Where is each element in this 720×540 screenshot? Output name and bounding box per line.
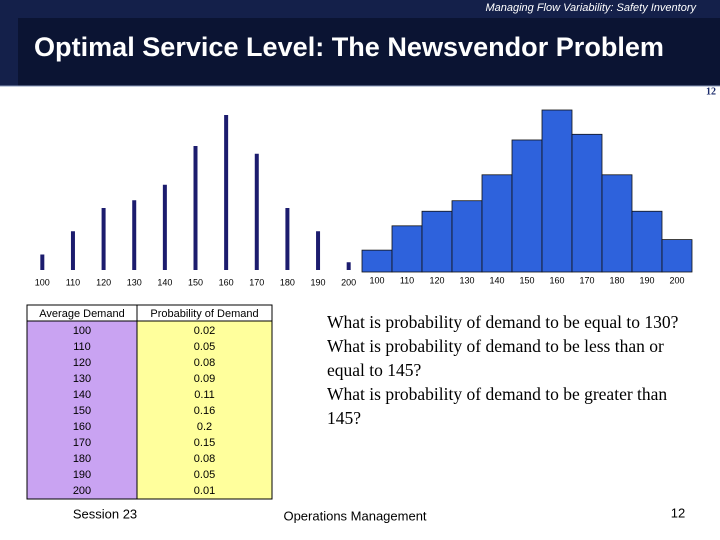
table-header: Probability of Demand <box>150 308 258 320</box>
header-text: Managing Flow Variability: Safety Invent… <box>485 2 697 14</box>
stem <box>346 262 351 270</box>
table-border <box>26 304 273 500</box>
table-col-2 <box>137 321 272 499</box>
table-cell: 0.08 <box>194 357 215 369</box>
table-col-1 <box>27 321 137 499</box>
x-tick-label: 130 <box>127 277 142 287</box>
question: What is probability of demand to be equa… <box>327 312 679 332</box>
table-cell: 110 <box>73 341 91 353</box>
question: What is probability of demand to be grea… <box>327 384 668 428</box>
slide-title: Optimal Service Level: The Newsvendor Pr… <box>34 32 664 62</box>
stem <box>193 146 198 270</box>
table-cell: 0.2 <box>197 421 212 433</box>
bar <box>481 174 513 273</box>
stem <box>101 208 106 270</box>
table-cell: 0.09 <box>194 373 215 385</box>
table-header: Average Demand <box>39 308 124 320</box>
x-tick-label: 190 <box>639 275 654 285</box>
table-cell: 0.16 <box>194 405 215 417</box>
footer-left: Session 23 <box>73 506 137 521</box>
bar <box>361 249 393 273</box>
x-tick-label: 160 <box>549 275 564 285</box>
x-tick-label: 180 <box>609 275 624 285</box>
table-cell: 130 <box>73 373 91 385</box>
x-tick-label: 190 <box>311 277 326 287</box>
bar <box>421 210 453 273</box>
table-cell: 0.15 <box>194 437 215 449</box>
footer-center: Operations Management <box>283 508 426 523</box>
questions: What is probability of demand to be equa… <box>327 310 699 430</box>
table-cell: 0.05 <box>194 469 215 481</box>
table-cell: 120 <box>73 357 91 369</box>
table-cell: 140 <box>73 389 91 401</box>
table-cell: 100 <box>73 325 91 337</box>
bar <box>661 239 693 273</box>
x-tick-label: 150 <box>519 275 534 285</box>
x-tick-label: 170 <box>579 275 594 285</box>
x-tick-label: 170 <box>249 277 264 287</box>
table-cell: 180 <box>73 453 91 465</box>
x-tick-label: 120 <box>429 275 444 285</box>
x-tick-label: 180 <box>280 277 295 287</box>
table-cell: 0.05 <box>194 341 215 353</box>
x-tick-label: 100 <box>369 275 384 285</box>
question: What is probability of demand to be less… <box>327 336 664 380</box>
table-cell: 0.08 <box>194 453 215 465</box>
title-band <box>18 18 720 86</box>
slide-number: 12 <box>706 86 716 97</box>
table-cell: 190 <box>73 469 91 481</box>
x-tick-label: 200 <box>669 275 684 285</box>
stem <box>254 153 259 270</box>
table-cell: 150 <box>73 405 91 417</box>
stem <box>132 200 137 270</box>
x-tick-label: 110 <box>66 277 80 287</box>
x-tick-label: 140 <box>489 275 504 285</box>
table-cell: 160 <box>73 421 91 433</box>
stem <box>285 208 290 270</box>
table-cell: 200 <box>73 485 91 497</box>
footer-right: 12 <box>671 505 685 520</box>
bar <box>571 133 603 273</box>
x-tick-label: 130 <box>459 275 474 285</box>
table-cell: 0.02 <box>194 325 215 337</box>
stem <box>70 231 75 270</box>
table-cell: 170 <box>73 437 91 449</box>
x-tick-label: 150 <box>188 277 203 287</box>
table-cell: 0.11 <box>194 389 215 401</box>
x-tick-label: 110 <box>400 275 414 285</box>
bar <box>541 109 573 273</box>
stem <box>224 115 229 270</box>
x-tick-label: 100 <box>35 277 50 287</box>
bar <box>511 139 543 273</box>
x-tick-label: 160 <box>219 277 234 287</box>
table-cell: 0.01 <box>194 485 215 497</box>
bar <box>631 210 663 273</box>
bar <box>601 174 633 273</box>
stem <box>316 231 321 270</box>
x-tick-label: 200 <box>341 277 356 287</box>
bar <box>451 200 483 273</box>
x-tick-label: 140 <box>157 277 172 287</box>
stem <box>162 184 167 270</box>
x-tick-label: 120 <box>96 277 111 287</box>
stem <box>40 254 45 270</box>
bar <box>391 225 423 273</box>
